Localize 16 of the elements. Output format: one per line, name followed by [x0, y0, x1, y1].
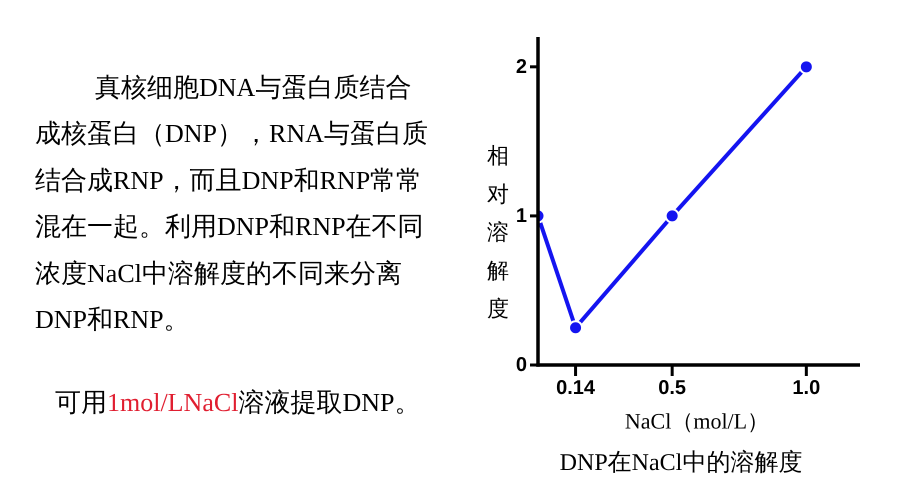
point — [568, 320, 584, 336]
y-tick-label: 1 — [516, 204, 527, 227]
x-tick-label: 0.5 — [658, 377, 686, 399]
text: 溶液提取DNP。 — [238, 388, 420, 417]
x-axis-title: NaCl（mol/L） — [624, 408, 770, 434]
text: 真核细胞DNA与蛋白质结合成核蛋白（DNP），RNA与蛋白质结合成RNP，而且DNP和RNP常常混在一起。利用DNP和RNP在不同浓度NaCl中溶解度的不同来分离DNP和RNP。 — [35, 72, 429, 336]
y-tick-label: 2 — [516, 56, 527, 78]
x-tick-label: 0.14 — [556, 377, 596, 399]
text: 可用 — [55, 388, 107, 417]
y-axis-title: 相对溶解度 — [487, 142, 509, 321]
y-tick-label: 0 — [516, 354, 527, 376]
point — [798, 59, 814, 74]
x-tick-label: 1.0 — [792, 377, 820, 399]
text: DNP在NaCl中的溶解度 — [560, 449, 802, 476]
text: 1mol/LNaCl — [107, 388, 238, 417]
point — [664, 208, 680, 224]
